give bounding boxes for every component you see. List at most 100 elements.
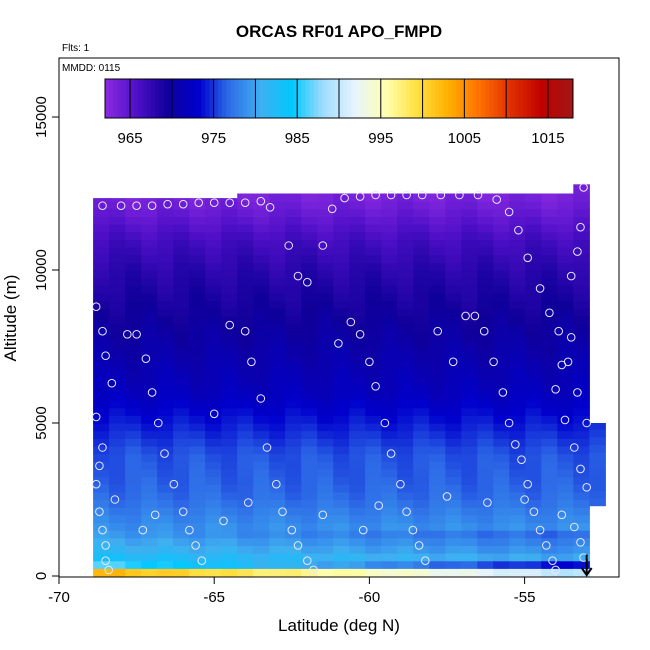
field-cell (461, 262, 478, 271)
field-cell (429, 346, 446, 355)
field-cell (109, 499, 126, 508)
field-cell (189, 331, 206, 340)
field-cell (397, 224, 414, 233)
sample-point (340, 193, 349, 203)
field-cell (221, 262, 238, 271)
field-cell (109, 476, 126, 485)
field-cell (413, 545, 430, 554)
field-cell (509, 514, 526, 524)
field-cell (557, 292, 574, 302)
colorbar-segment (522, 79, 528, 118)
field-cell (525, 300, 542, 309)
sample-point (219, 516, 228, 526)
field-cell (221, 453, 238, 462)
field-cell (493, 507, 510, 516)
field-cell (477, 568, 494, 577)
field-cell (493, 346, 510, 355)
x-tick-label: -55 (514, 589, 536, 606)
field-cell (237, 216, 254, 225)
field-cell (333, 499, 350, 508)
field-cell (205, 400, 222, 409)
field-cell (237, 400, 254, 409)
field-cell (189, 239, 206, 248)
field-cell (493, 208, 510, 217)
field-cell (253, 254, 270, 263)
field-cell (557, 323, 574, 332)
field-cell (429, 522, 446, 531)
field-cell (317, 384, 334, 393)
colorbar-segment (205, 79, 210, 118)
field-cell (301, 530, 318, 539)
field-cell (557, 453, 574, 462)
field-cell (413, 384, 430, 393)
field-cell (301, 270, 318, 279)
field-cell (413, 277, 430, 286)
field-cell (477, 507, 494, 516)
field-cell (269, 208, 286, 217)
field-cell (413, 338, 430, 348)
field-cell (269, 300, 286, 309)
field-cell (557, 369, 574, 378)
field-cell (493, 354, 510, 363)
field-cell (445, 308, 462, 317)
sample-point (309, 565, 318, 575)
field-cell (493, 331, 510, 340)
field-cell (141, 216, 158, 225)
field-cell (349, 346, 366, 355)
field-cell (173, 400, 190, 409)
field-cell (525, 537, 542, 546)
colorbar-segment (313, 79, 319, 118)
field-cell (237, 484, 254, 493)
field-cell (333, 453, 350, 462)
sample-point (278, 507, 287, 517)
field-cell (413, 323, 430, 332)
field-cell (333, 423, 350, 432)
field-cell (285, 530, 302, 539)
field-cell (445, 384, 462, 393)
field-cell (285, 285, 302, 294)
field-cell (365, 224, 382, 233)
field-cell (285, 430, 302, 439)
field-cell (525, 384, 542, 393)
colorbar-ticks: 965 975 985 995 1005 1015 (118, 130, 565, 147)
field-cell (205, 461, 222, 470)
sample-point (582, 418, 592, 428)
colorbar-segment (422, 79, 428, 118)
field-cell (477, 338, 494, 348)
field-cell (221, 484, 238, 493)
field-cell (269, 499, 286, 508)
field-layer (93, 184, 606, 577)
field-cell (189, 446, 206, 455)
field-cell (269, 239, 286, 248)
field-cell (397, 553, 414, 562)
field-cell (573, 323, 590, 332)
field-cell (317, 499, 334, 508)
field-cell (349, 270, 366, 279)
field-cell (253, 453, 270, 462)
field-cell (573, 308, 590, 317)
field-cell (429, 239, 446, 248)
field-cell (333, 491, 350, 501)
field-cell (205, 198, 222, 202)
field-cell (93, 415, 110, 424)
field-cell (125, 407, 142, 416)
field-cell (573, 514, 590, 524)
field-cell (461, 277, 478, 286)
field-cell (445, 323, 462, 332)
field-cell (333, 277, 350, 286)
field-cell (349, 476, 366, 485)
field-cell (509, 308, 526, 317)
field-cell (237, 468, 254, 478)
field-cell (141, 522, 158, 531)
field-cell (365, 369, 382, 378)
field-cell (557, 377, 574, 386)
field-cell (381, 201, 398, 210)
field-cell (397, 423, 414, 432)
field-cell (221, 415, 238, 424)
field-cell (189, 484, 206, 493)
field-cell (589, 452, 606, 461)
field-cell (557, 407, 574, 416)
field-cell (397, 407, 414, 416)
field-cell (397, 507, 414, 516)
field-cell (93, 300, 110, 309)
